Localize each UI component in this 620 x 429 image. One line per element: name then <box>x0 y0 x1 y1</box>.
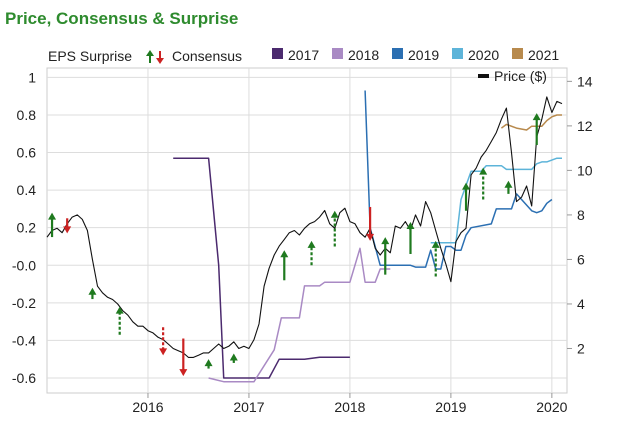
legend-up-arrow-icon <box>146 50 154 63</box>
y-left-tick-label: -0.4 <box>12 332 36 348</box>
surprise-arrow-up <box>88 287 97 300</box>
surprise-arrow-up <box>307 240 316 266</box>
surprise-arrow-up <box>48 212 57 238</box>
surprise-arrow-down <box>179 338 188 377</box>
y-right-tick-label: 8 <box>577 207 585 223</box>
legend-years: 2017 2018 2019 2020 2021 <box>272 47 559 63</box>
legend-swatch-2017 <box>272 48 283 59</box>
surprise-arrow-up <box>115 306 124 335</box>
x-tick-label: 2017 <box>233 399 264 415</box>
price-legend: Price ($) <box>478 68 547 84</box>
surprise-arrow-up <box>532 113 541 146</box>
series-line-2019 <box>364 90 553 270</box>
y-left-tick-label: 0.4 <box>17 182 37 198</box>
x-tick-label: 2020 <box>536 399 567 415</box>
series-line-price <box>46 96 563 358</box>
grid <box>46 67 568 394</box>
series-line-2020 <box>430 157 562 244</box>
series-line-2017 <box>173 157 350 379</box>
y-left-tick-label: -0.6 <box>12 370 36 386</box>
y-right-tick-label: 2 <box>577 340 585 356</box>
surprise-arrow-down <box>366 207 375 241</box>
y-right-tick-label: 4 <box>577 296 585 312</box>
surprise-arrow-down <box>159 327 168 356</box>
legend-year-2021: 2021 <box>528 47 559 63</box>
legend-year-2020: 2020 <box>468 47 499 63</box>
legend-swatch-2019 <box>392 48 403 59</box>
surprise-arrow-up <box>406 222 415 254</box>
y-right-tick-label: 12 <box>577 118 593 134</box>
y-left-tick-label: -0.0 <box>12 257 36 273</box>
legend-down-arrow-icon <box>156 51 164 64</box>
price-legend-label: Price ($) <box>494 68 547 84</box>
surprise-arrow-down <box>63 218 72 234</box>
plot-frame <box>46 67 568 394</box>
y-right-tick-label: 10 <box>577 162 593 178</box>
legend-swatch-2020 <box>452 48 463 59</box>
legend-year-2019: 2019 <box>408 47 439 63</box>
y-left-tick-label: -0.2 <box>12 295 36 311</box>
x-tick-label: 2018 <box>334 399 365 415</box>
series <box>46 90 563 383</box>
y-left-tick-label: 0.8 <box>17 107 37 123</box>
legend-consensus-label: Consensus <box>172 48 242 64</box>
surprise-arrow-up <box>330 210 339 247</box>
x-tick-label: 2019 <box>435 399 466 415</box>
surprise-arrow-up <box>504 180 513 194</box>
axes: 1 0.8 0.6 0.4 0.2 -0.0 -0.2 -0.4 -0.6 14 12 10 8 6 4 2 2… <box>12 69 593 415</box>
y-right-tick-label: 6 <box>577 251 585 267</box>
y-right-tick-label: 14 <box>577 73 593 89</box>
legend-swatch-2018 <box>332 48 343 59</box>
surprise-arrow-up <box>431 240 440 277</box>
surprise-arrow-up <box>280 250 289 281</box>
y-left-tick-label: 0.6 <box>17 145 37 161</box>
legend-swatch-2021 <box>512 48 523 59</box>
y-left-tick-label: 1 <box>28 69 36 85</box>
series-line-2021 <box>500 114 562 131</box>
series-line-2018 <box>208 247 391 383</box>
price-legend-swatch <box>478 74 489 78</box>
surprise-arrow-up <box>229 353 238 363</box>
surprise-arrow-up <box>204 359 213 369</box>
surprise-arrow-up <box>462 182 471 211</box>
legend-eps-surprise-label: EPS Surprise <box>48 48 132 64</box>
x-tick-label: 2016 <box>132 399 163 415</box>
legend: EPS Surprise Consensus 2017 2018 2019 2020 2… <box>48 47 559 64</box>
legend-year-2018: 2018 <box>348 47 379 63</box>
chart-title: Price, Consensus & Surprise <box>5 9 238 28</box>
surprise-arrows <box>48 113 541 377</box>
y-left-tick-label: 0.2 <box>17 220 37 236</box>
surprise-arrow-up <box>381 237 390 275</box>
surprise-arrow-up <box>479 167 488 200</box>
legend-year-2017: 2017 <box>288 47 319 63</box>
